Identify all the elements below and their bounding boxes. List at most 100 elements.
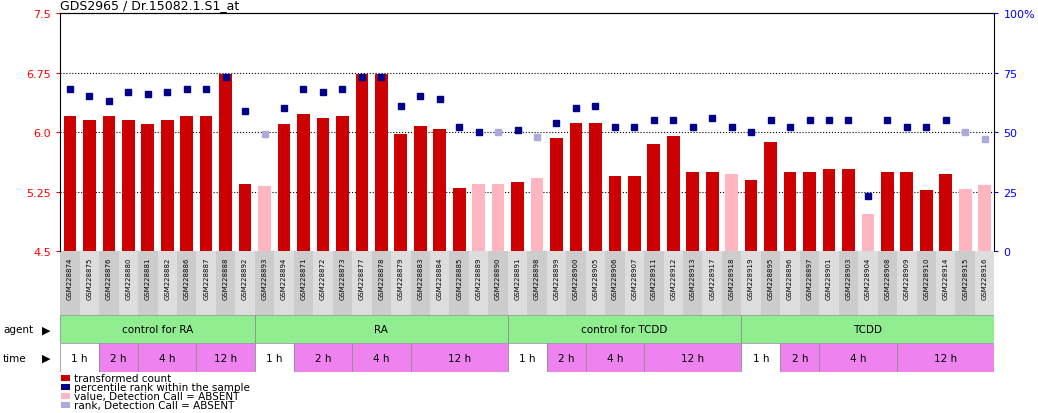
Text: GSM228874: GSM228874: [66, 256, 73, 299]
Text: ▶: ▶: [42, 353, 50, 363]
Bar: [858, 252, 877, 316]
Bar: [741, 344, 781, 372]
Bar: [60, 344, 99, 372]
Text: GDS2965 / Dr.15082.1.S1_at: GDS2965 / Dr.15082.1.S1_at: [60, 0, 240, 12]
Bar: [103, 117, 115, 252]
Bar: [313, 252, 332, 316]
Bar: [391, 252, 410, 316]
Text: GSM228907: GSM228907: [631, 256, 637, 299]
Text: 2 h: 2 h: [315, 353, 331, 363]
Bar: [122, 121, 135, 252]
Text: time: time: [3, 353, 27, 363]
Text: GSM228906: GSM228906: [611, 256, 618, 299]
Bar: [862, 214, 874, 252]
Bar: [547, 344, 585, 372]
Text: ▶: ▶: [42, 325, 50, 335]
Bar: [570, 123, 582, 252]
Text: 1 h: 1 h: [753, 353, 769, 363]
Bar: [317, 119, 329, 252]
Bar: [472, 184, 485, 252]
Bar: [138, 344, 196, 372]
Bar: [823, 170, 836, 252]
Text: GSM228894: GSM228894: [281, 256, 288, 299]
Text: GSM228893: GSM228893: [262, 256, 268, 299]
Text: GSM228909: GSM228909: [904, 256, 910, 299]
Text: 12 h: 12 h: [934, 353, 957, 363]
Bar: [60, 252, 80, 316]
Text: GSM228918: GSM228918: [729, 256, 735, 299]
Bar: [83, 121, 95, 252]
Text: GSM228904: GSM228904: [865, 256, 871, 299]
Bar: [644, 252, 663, 316]
Text: GSM228900: GSM228900: [573, 256, 579, 299]
Bar: [254, 252, 274, 316]
Bar: [352, 344, 410, 372]
Text: GSM228905: GSM228905: [593, 256, 599, 299]
Bar: [118, 252, 138, 316]
Text: 12 h: 12 h: [681, 353, 705, 363]
Bar: [336, 117, 349, 252]
Bar: [936, 252, 955, 316]
Bar: [745, 180, 758, 252]
Bar: [61, 402, 71, 408]
Bar: [897, 344, 994, 372]
Text: GSM228897: GSM228897: [807, 256, 813, 299]
Bar: [375, 75, 387, 252]
Bar: [585, 252, 605, 316]
Bar: [332, 252, 352, 316]
Text: GSM228887: GSM228887: [203, 256, 210, 299]
Bar: [939, 175, 952, 252]
Bar: [61, 384, 71, 390]
Bar: [979, 186, 991, 252]
Bar: [196, 344, 254, 372]
Text: GSM228919: GSM228919: [748, 256, 755, 299]
Text: GSM228903: GSM228903: [845, 256, 851, 299]
Bar: [258, 187, 271, 252]
Text: GSM228882: GSM228882: [164, 256, 170, 299]
Bar: [414, 126, 427, 252]
Bar: [781, 252, 799, 316]
Text: rank, Detection Call = ABSENT: rank, Detection Call = ABSENT: [74, 400, 234, 410]
Bar: [394, 134, 407, 252]
Bar: [63, 117, 76, 252]
Bar: [799, 252, 819, 316]
Bar: [492, 184, 504, 252]
Bar: [254, 344, 294, 372]
Bar: [590, 123, 602, 252]
Bar: [741, 316, 994, 344]
Text: GSM228884: GSM228884: [437, 256, 443, 299]
Bar: [434, 130, 446, 252]
Bar: [881, 172, 894, 252]
Text: GSM228871: GSM228871: [300, 256, 306, 299]
Text: GSM228896: GSM228896: [787, 256, 793, 299]
Bar: [527, 252, 547, 316]
Bar: [585, 344, 644, 372]
Bar: [411, 344, 508, 372]
Text: GSM228886: GSM228886: [184, 256, 190, 299]
Bar: [803, 172, 816, 252]
Bar: [508, 344, 547, 372]
Bar: [667, 137, 680, 252]
Bar: [761, 252, 781, 316]
Bar: [663, 252, 683, 316]
Text: agent: agent: [3, 325, 33, 335]
Text: GSM228879: GSM228879: [398, 256, 404, 299]
Bar: [686, 172, 699, 252]
Bar: [158, 252, 176, 316]
Text: value, Detection Call = ABSENT: value, Detection Call = ABSENT: [74, 391, 239, 401]
Bar: [784, 172, 796, 252]
Bar: [254, 316, 508, 344]
Text: 2 h: 2 h: [792, 353, 808, 363]
Bar: [488, 252, 508, 316]
Bar: [605, 252, 625, 316]
Bar: [764, 143, 776, 252]
Text: 2 h: 2 h: [110, 353, 127, 363]
Text: GSM228914: GSM228914: [943, 256, 949, 299]
Bar: [897, 252, 917, 316]
Text: 1 h: 1 h: [72, 353, 88, 363]
Text: TCDD: TCDD: [853, 325, 882, 335]
Bar: [297, 114, 309, 252]
Text: 1 h: 1 h: [266, 353, 282, 363]
Bar: [741, 252, 761, 316]
Text: GSM228880: GSM228880: [126, 256, 132, 299]
